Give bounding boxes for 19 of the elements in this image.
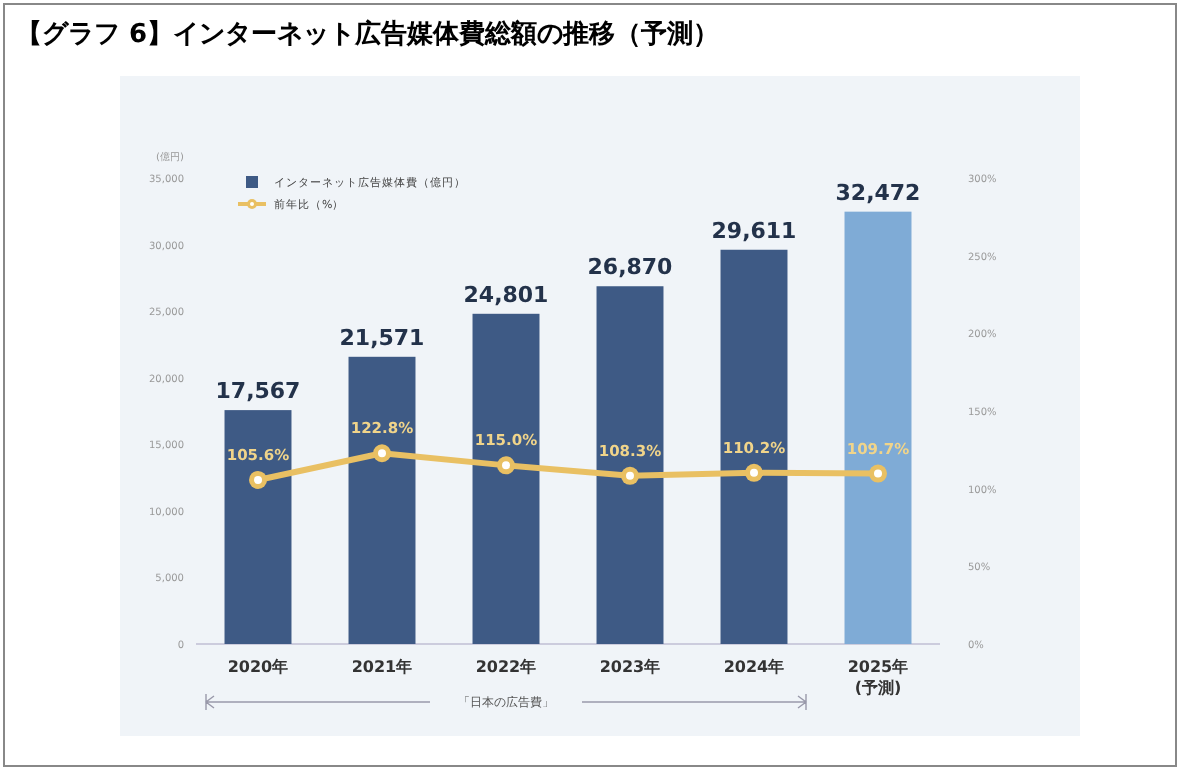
data-label: 24,801 <box>463 281 549 308</box>
x-tick-label: 2024年 <box>723 658 785 676</box>
bar <box>844 211 912 644</box>
data-label: 17,567 <box>215 378 301 405</box>
x-tick-label: 2021年 <box>351 658 413 676</box>
bar <box>596 286 664 644</box>
data-label: 32,472 <box>835 179 921 206</box>
x-tick-label: 2025年 (予測) <box>847 658 909 697</box>
bar <box>224 410 292 644</box>
bar <box>720 249 788 644</box>
bar <box>472 313 540 644</box>
bar <box>348 356 416 644</box>
x-tick-label: 2020年 <box>227 658 289 676</box>
x-tick-label: 2023年 <box>599 658 661 676</box>
chart-title: 【グラフ 6】インターネット広告媒体費総額の推移（予測） <box>16 18 720 50</box>
data-label: 29,611 <box>711 217 797 244</box>
data-label: 21,571 <box>339 324 425 351</box>
x-tick-label: 2022年 <box>475 658 537 676</box>
data-label: 26,870 <box>587 254 674 281</box>
